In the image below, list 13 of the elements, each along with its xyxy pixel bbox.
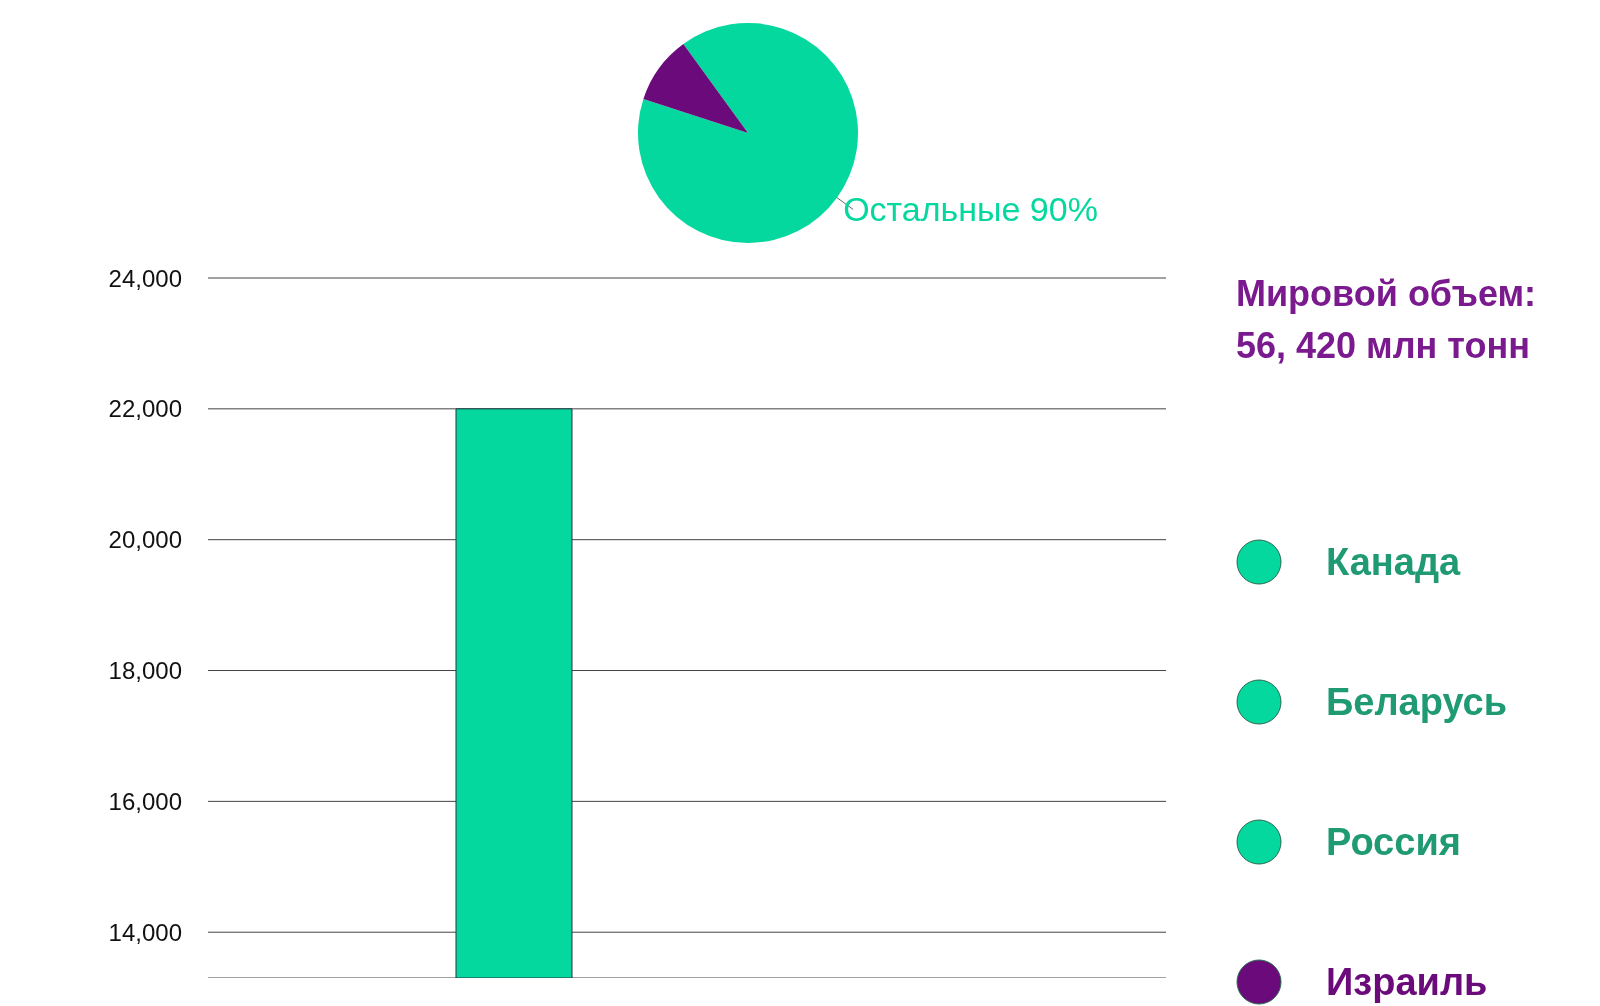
y-tick-label: 18,000 — [108, 657, 182, 685]
legend-label: Израиль — [1326, 960, 1488, 1004]
y-tick-label: 16,000 — [108, 787, 182, 815]
legend-label: Россия — [1326, 820, 1461, 864]
legend-label: Беларусь — [1326, 680, 1508, 724]
y-tick-label: 22,000 — [108, 395, 182, 423]
y-tick-label: 14,000 — [108, 918, 182, 946]
y-tick-label: 20,000 — [108, 526, 182, 554]
slice-label: Остальные 90% — [843, 190, 1098, 229]
text: Мировой объем: 56, 420 млн тонн — [1236, 272, 1538, 369]
y-tick-label: 24,000 — [108, 264, 182, 292]
legend-label: Канада — [1326, 540, 1461, 584]
pie-slice — [643, 44, 748, 133]
